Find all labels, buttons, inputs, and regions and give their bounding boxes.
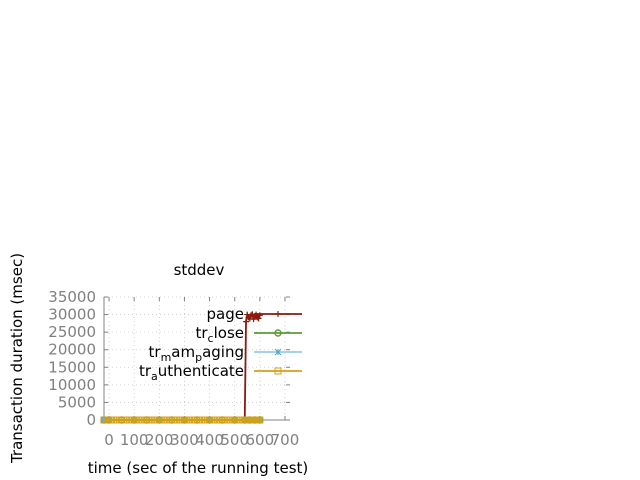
chart-title: stddev — [174, 261, 225, 279]
x-tick-label: 600 — [246, 431, 275, 449]
legend-label: trauthenticate — [139, 362, 244, 383]
y-tick-label: 0 — [86, 411, 96, 429]
x-tick-label: 300 — [170, 431, 199, 449]
legend-marker — [274, 348, 282, 356]
x-axis-label: time (sec of the running test) — [88, 459, 309, 477]
data-point-tr_authenticate — [256, 416, 264, 424]
legend-label: trmampaging — [149, 343, 245, 364]
y-tick-label: 20000 — [48, 341, 96, 359]
legend-label-part: tr — [195, 324, 208, 342]
series-tr_authenticate — [100, 416, 264, 424]
legend-label-part: c — [208, 332, 214, 345]
data-point-page — [243, 318, 250, 325]
x-tick-label: 400 — [195, 431, 224, 449]
legend-label: trclose — [195, 324, 244, 345]
data-point-page — [244, 311, 251, 318]
x-tick-label: 100 — [120, 431, 149, 449]
x-tick-label: 500 — [220, 431, 249, 449]
legend-entry-tr_authenticate: trauthenticate — [139, 362, 302, 383]
y-tick-label: 35000 — [48, 288, 96, 306]
legend-marker — [274, 367, 282, 375]
y-tick-label: 15000 — [48, 358, 96, 376]
legend-label-part: m — [161, 351, 172, 364]
legend-label-part: a — [151, 370, 158, 383]
legend-label-part: aging — [202, 343, 244, 361]
legend-label-part: p — [195, 351, 202, 364]
legend-label-part: tr — [149, 343, 162, 361]
legend-label-part: uthenticate — [158, 362, 244, 380]
x-tick-label: 0 — [104, 431, 114, 449]
legend-entry-page: page — [207, 305, 302, 323]
y-axis-label: Transaction duration (msec) — [8, 253, 26, 464]
legend-entry-tr_mam_paging: trmampaging — [149, 343, 302, 364]
y-tick-label: 25000 — [48, 323, 96, 341]
x-tick-label: 700 — [271, 431, 300, 449]
x-tick-label: 200 — [145, 431, 174, 449]
legend-label-part: tr — [139, 362, 152, 380]
legend-marker — [275, 311, 281, 317]
legend-label-part: page — [207, 305, 244, 323]
legend-label-part: am — [171, 343, 195, 361]
series-group — [100, 311, 264, 424]
y-tick-label: 30000 — [48, 306, 96, 324]
legend-label: page — [207, 305, 244, 323]
data-point-page — [248, 312, 255, 319]
legend-entry-tr_close: trclose — [195, 324, 302, 345]
data-point-page — [250, 316, 257, 323]
y-tick-label: 10000 — [48, 376, 96, 394]
legend-marker — [274, 329, 282, 337]
y-tick-label: 5000 — [58, 393, 96, 411]
data-point-page — [255, 315, 262, 322]
legend-label-part: lose — [214, 324, 244, 342]
